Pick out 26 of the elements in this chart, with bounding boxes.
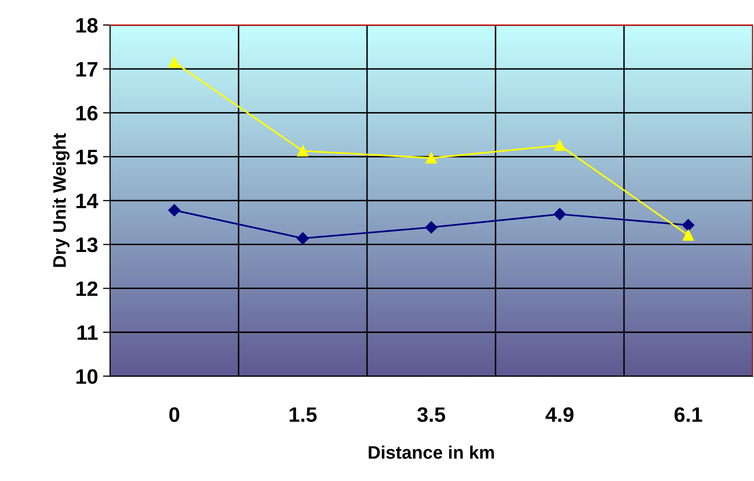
y-tick-label: 11 [78, 325, 98, 340]
y-tick-label: 18 [76, 18, 98, 33]
point [426, 152, 437, 164]
x-tick-label: 1.5 [290, 407, 317, 422]
y-tick-label: 10 [76, 369, 98, 384]
x-tick-label: 3.5 [417, 407, 446, 422]
x-tick-label: 0 [169, 407, 180, 422]
y-tick-label: 15 [76, 150, 98, 164]
y-axis-title: Dry Unit Weight [52, 133, 70, 267]
y-tick-label: 13 [76, 237, 98, 252]
x-axis-title: Distance in km [368, 446, 494, 459]
point [425, 221, 438, 234]
x-tick-label: 4.9 [546, 407, 574, 422]
x-tick-label: 6.1 [674, 407, 702, 422]
y-tick-label: 17 [76, 62, 98, 76]
y-tick-label: 14 [76, 194, 98, 208]
point [682, 219, 694, 232]
point [682, 230, 694, 241]
y-tick-label: 16 [76, 106, 98, 121]
point [297, 145, 308, 157]
point [168, 56, 180, 68]
point [554, 140, 566, 151]
point [296, 232, 309, 244]
y-tick-label: 12 [76, 281, 98, 296]
point [168, 204, 180, 216]
point [554, 208, 566, 220]
